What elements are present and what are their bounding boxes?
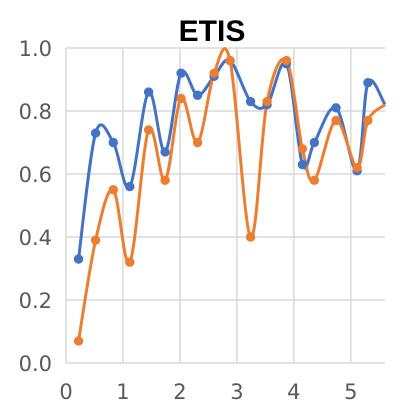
series-2-point <box>73 336 84 346</box>
x-tick-label: 0 <box>59 380 72 404</box>
series-2-point <box>352 163 362 173</box>
series-1-point <box>176 68 186 78</box>
x-tick-label: 1 <box>116 380 129 404</box>
series-2-line <box>77 47 387 342</box>
x-tick-label: 4 <box>287 380 300 404</box>
series-2-point <box>160 175 170 186</box>
y-tick-label: 0.0 <box>19 352 52 376</box>
grid-layer <box>65 47 385 364</box>
series-1-point <box>245 96 256 107</box>
series-1-point <box>297 159 308 170</box>
series-1-point <box>90 128 101 138</box>
series-layer <box>73 47 387 346</box>
series-2-point <box>192 137 203 148</box>
series-1-point <box>331 103 341 113</box>
series-2-point <box>143 125 154 135</box>
series-1-point <box>143 87 154 97</box>
series-1-point <box>192 90 203 100</box>
series-2-point <box>125 257 135 267</box>
series-2-point <box>309 175 320 186</box>
x-tick-label: 5 <box>344 380 357 404</box>
series-1-point <box>309 137 320 148</box>
series-2-point <box>245 232 256 242</box>
series-1-point <box>125 181 135 192</box>
x-tick-label: 2 <box>173 380 186 404</box>
x-tick-label: 3 <box>230 380 243 404</box>
y-tick-label: 0.6 <box>19 163 52 187</box>
y-tick-label: 0.4 <box>19 226 52 250</box>
y-tick-label: 1.0 <box>19 37 52 61</box>
series-2-point <box>176 93 186 104</box>
series-2-point <box>363 115 373 126</box>
series-2-point <box>90 235 101 245</box>
series-1-point <box>160 147 170 157</box>
series-2-point <box>225 55 235 66</box>
series-1-point <box>73 254 84 264</box>
series-1-point <box>108 137 118 148</box>
series-2-point <box>108 185 118 195</box>
series-2-point <box>262 96 272 107</box>
series-2-point <box>297 144 308 154</box>
series-2-point <box>209 68 219 78</box>
y-tick-label: 0.8 <box>19 100 52 124</box>
series-2-point <box>281 55 292 66</box>
y-tick-label: 0.2 <box>19 289 52 313</box>
tick-layer: 0.0 0.2 0.4 0.6 0.8 1.0 0 1 2 3 4 5 <box>19 37 358 404</box>
series-1-point <box>363 77 373 88</box>
series-2-point <box>331 115 341 126</box>
series-1-line <box>77 58 387 260</box>
chart-title: ETIS <box>179 15 246 48</box>
